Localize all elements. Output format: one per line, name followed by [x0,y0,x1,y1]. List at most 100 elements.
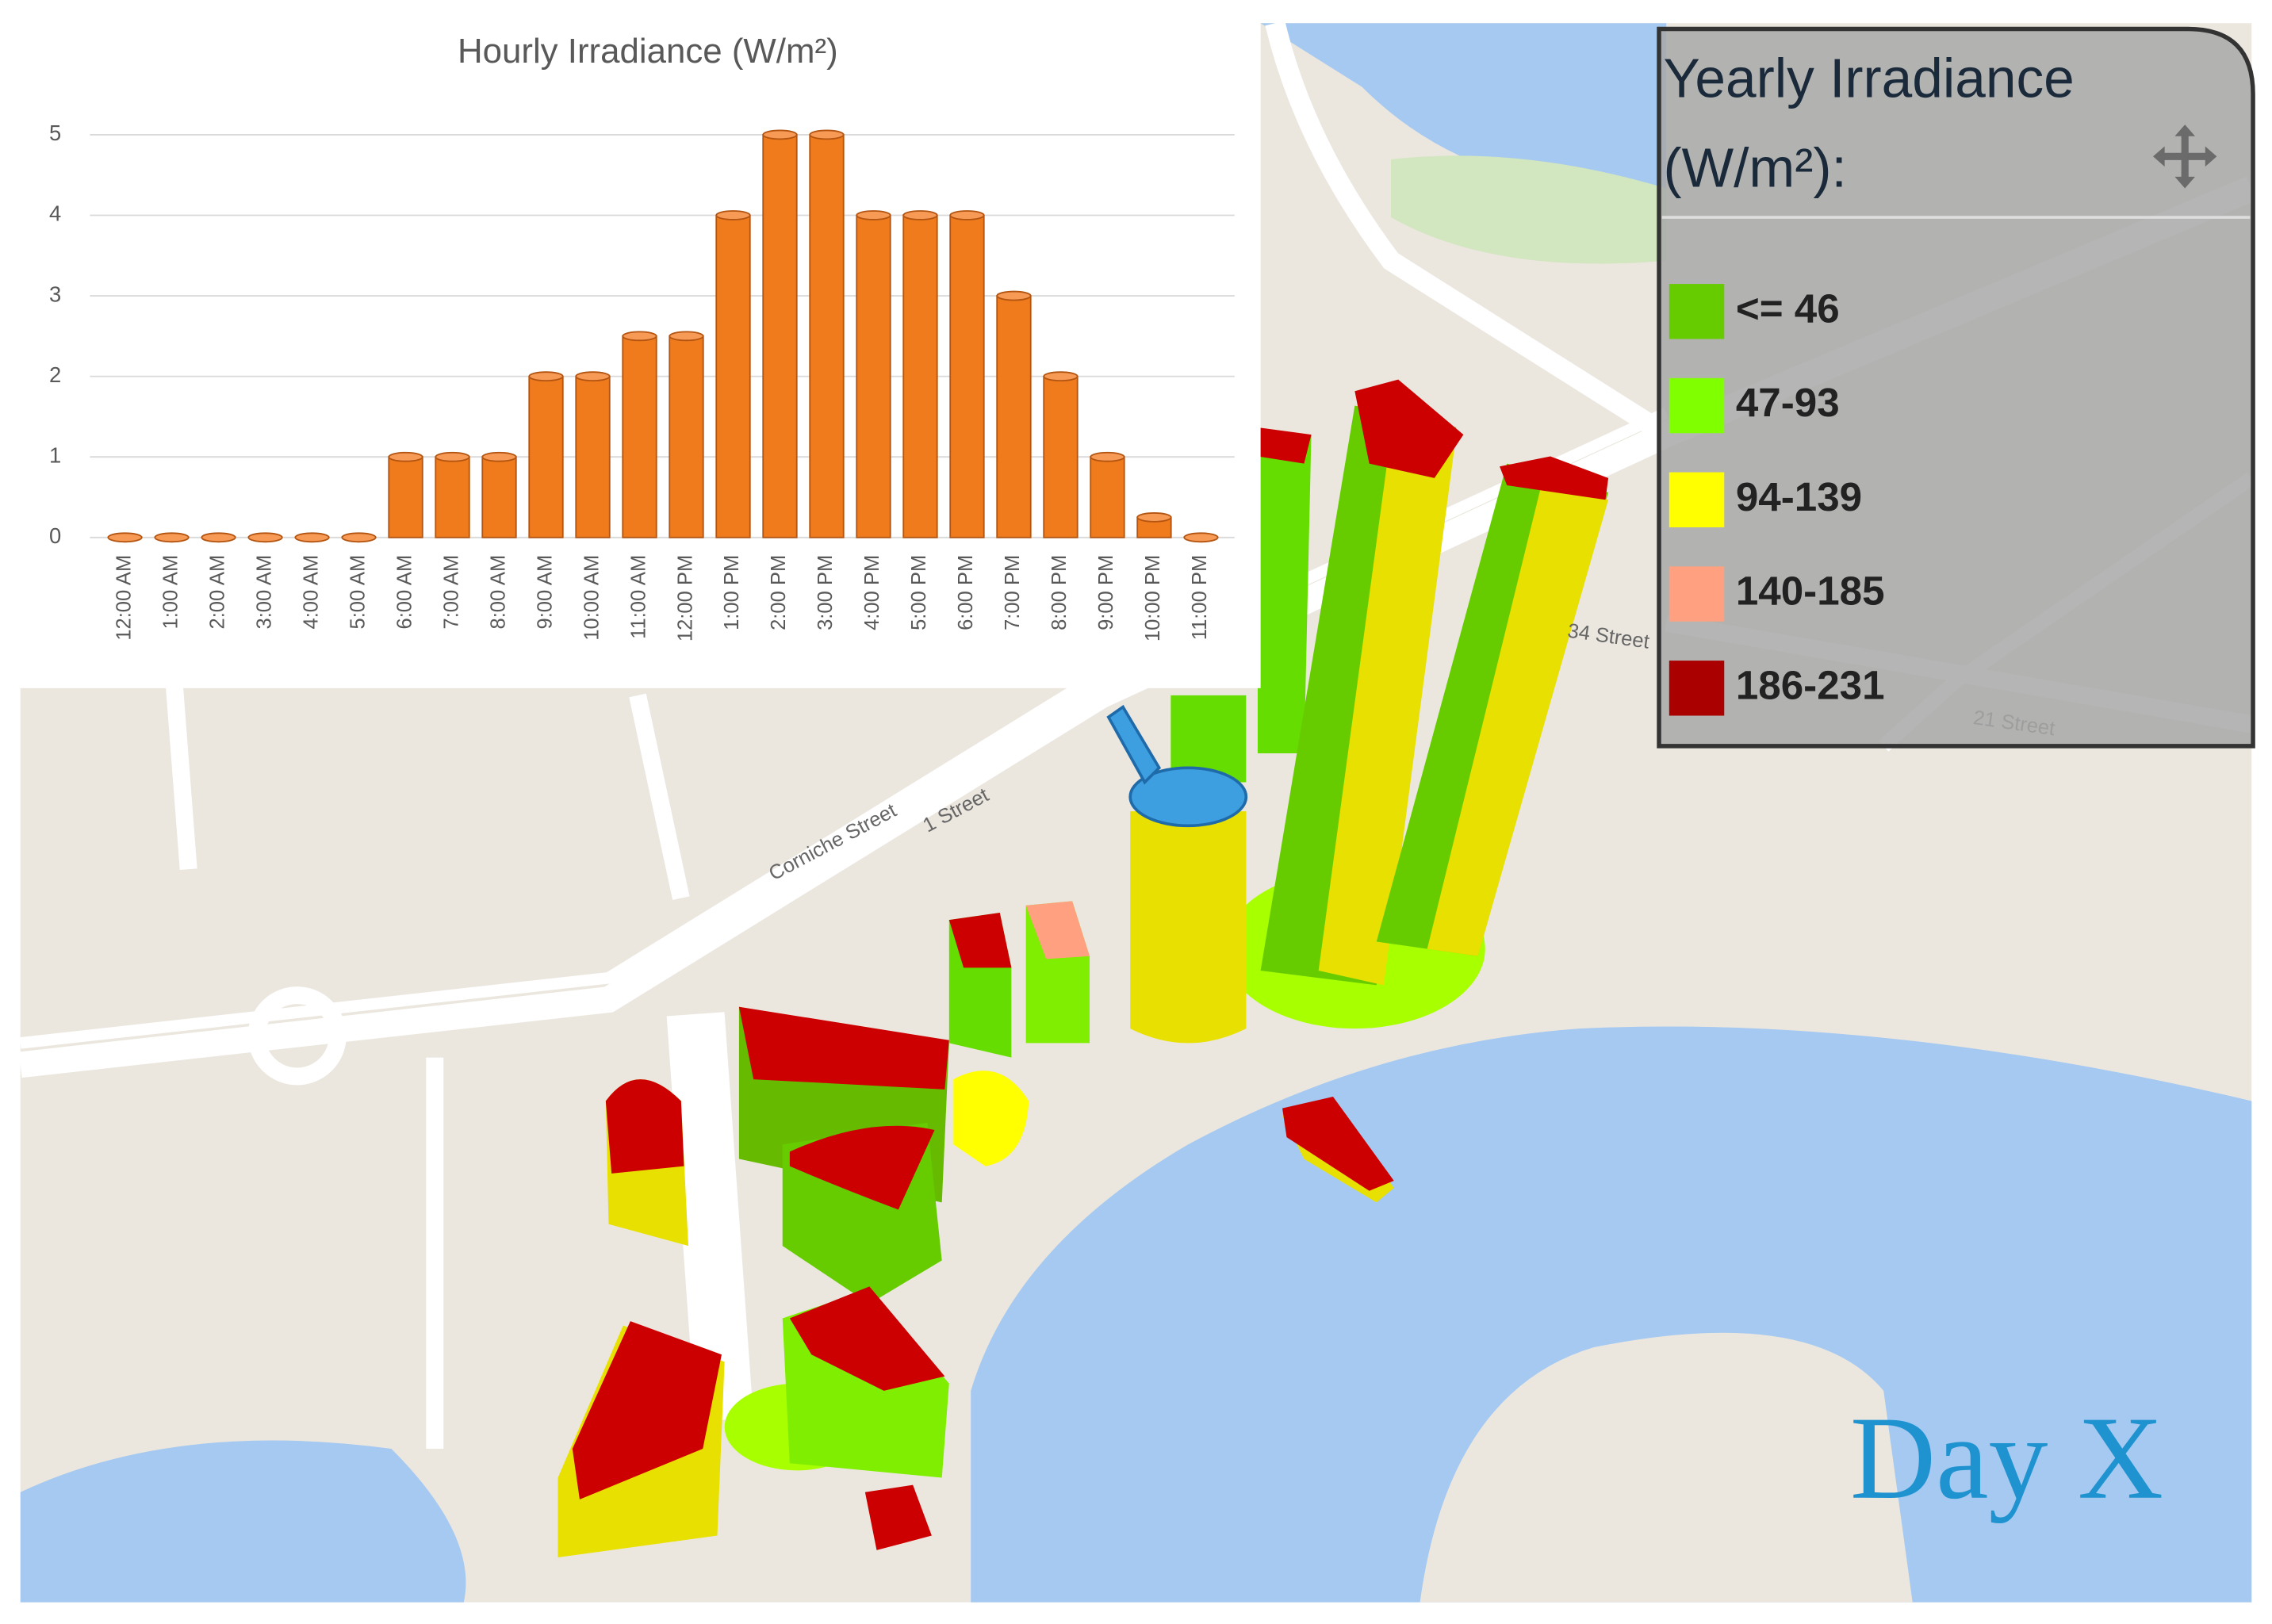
bar [1183,532,1219,543]
x-tick-label: 4:00 AM [300,555,322,630]
x-tick-label: 7:00 PM [1002,555,1024,630]
bar [996,290,1032,538]
bar-body [949,214,985,538]
legend-swatch [1669,566,1725,622]
bar-body [435,456,470,538]
bar [902,210,938,538]
y-tick-label: 0 [49,523,61,548]
y-tick-label: 2 [49,362,61,387]
park [1391,155,1667,264]
water [20,1440,466,1603]
bar-top [715,210,751,220]
bar-top [435,451,470,462]
bar-top [294,532,330,543]
water [971,1026,2252,1603]
bar-body [902,214,938,538]
chart: 0 1 2 3 4 5 12:00 AM 1:00 AM 2:00 AM 3:00 AM 4:00 … [49,121,1235,642]
legend-swatch [1669,472,1725,528]
bar [669,331,704,538]
bar-top [1090,451,1125,462]
x-tick-label: 6:00 PM [955,555,977,630]
x-tick-label: 10:00 AM [580,555,603,641]
bar-top [809,129,845,140]
x-tick-label: 3:00 AM [253,555,275,630]
bar [154,532,190,543]
bar-body [622,335,657,538]
x-tick-label: 2:00 PM [768,555,790,630]
x-tick-label: 8:00 AM [487,555,509,630]
bar [762,129,798,538]
bar [575,371,611,538]
bar [435,451,470,538]
bar-top [622,331,657,342]
bar [1090,451,1125,538]
bar-top [902,210,938,220]
bar-body [1090,456,1125,538]
legend-swatch [1669,661,1725,716]
y-tick-label: 1 [49,442,61,467]
bar-top [481,451,517,462]
bar-top [201,532,236,543]
x-tick-label: 12:00 AM [113,555,135,641]
bar-top [388,451,423,462]
legend-swatch [1669,284,1725,339]
bar-top [1136,512,1172,523]
bar-body [762,133,798,538]
y-tick-label: 5 [49,121,61,145]
y-tick-label: 3 [49,282,61,306]
bar [201,532,236,543]
bar [1043,371,1079,538]
x-tick-label: 12:00 PM [674,555,696,642]
bar-body [388,456,423,538]
bar-body [481,456,517,538]
move-icon[interactable] [2153,124,2217,189]
bar-top [247,532,283,543]
x-tick-label: 9:00 AM [534,555,556,630]
chart-title: Hourly Irradiance (W/m²) [458,32,838,71]
bar [949,210,985,538]
x-tick-label: 7:00 AM [440,555,462,630]
legend-label: 47-93 [1736,380,1840,425]
bar-top [1183,532,1219,543]
x-tick-label: 1:00 AM [159,555,182,630]
legend-title: Yearly Irradiance [1664,47,2075,109]
x-tick-label: 5:00 AM [347,555,369,630]
legend-label: 186-231 [1736,662,1885,707]
legend [1657,26,2255,749]
bar-top [575,371,611,382]
bar [247,532,283,543]
bar-top [341,532,377,543]
x-tick-label: 11:00 PM [1189,555,1211,641]
bar-top [1043,371,1079,382]
bar-top [762,129,798,140]
bar [341,532,377,543]
bar [809,129,845,538]
x-tick-label: 9:00 PM [1095,555,1117,630]
bar-body [669,335,704,538]
bar [622,331,657,538]
legend-items: Yearly Irradiance (W/m²): <= 46 47-93 94-139… [1664,47,2075,716]
bar [481,451,517,538]
bar-body [809,133,845,538]
bar [107,532,143,543]
bar-top [949,210,985,220]
x-tick-label: 5:00 PM [908,555,930,630]
y-tick-label: 4 [49,201,61,226]
x-tick-label: 2:00 AM [206,555,228,630]
bar-body [856,214,891,538]
bar-top [528,371,564,382]
bar [388,451,423,538]
bar [294,532,330,543]
x-tick-label: 1:00 PM [721,555,743,630]
bar-top [856,210,891,220]
buildings [557,379,1609,1557]
bar [1136,512,1172,538]
x-tick-label: 8:00 PM [1048,555,1071,630]
legend-label: 94-139 [1736,474,1862,519]
bar-body [528,375,564,538]
x-tick-label: 10:00 PM [1142,555,1164,642]
x-tick-label: 4:00 PM [861,555,883,630]
bar-body [575,375,611,538]
